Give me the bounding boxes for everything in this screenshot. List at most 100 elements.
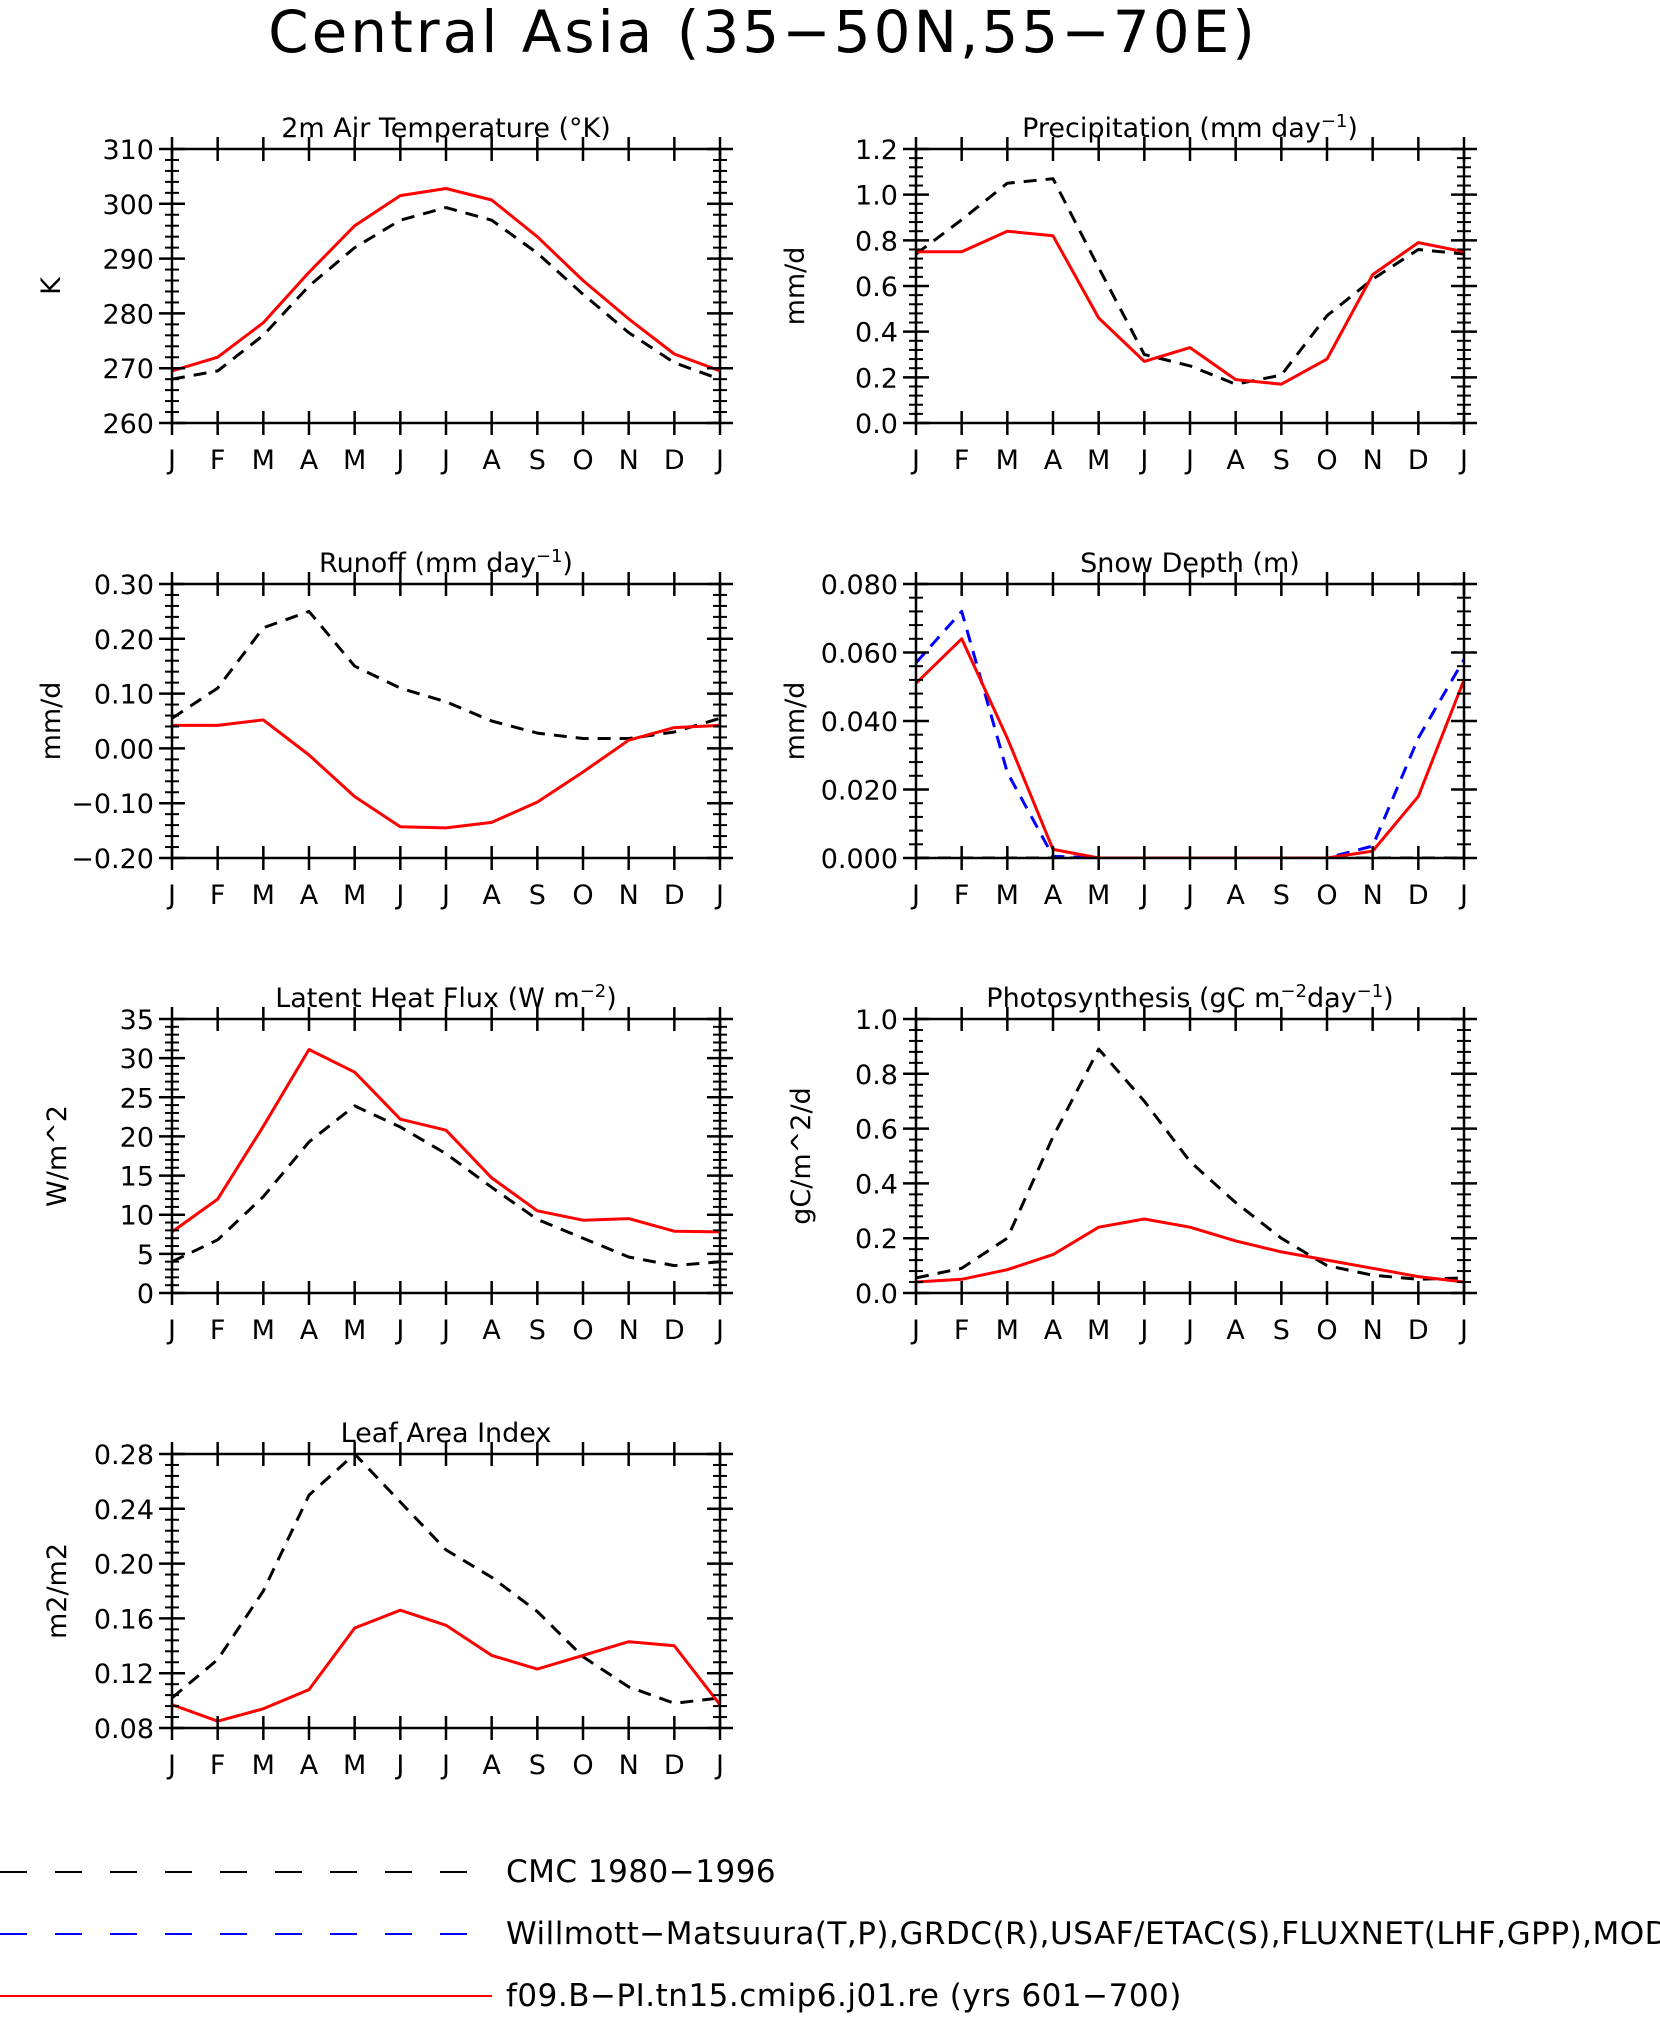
y-tick-label: 10 xyxy=(120,1201,154,1232)
x-tick-label: S xyxy=(1273,1315,1290,1346)
legend-label-model: f09.B−PI.tn15.cmip6.j01.re (yrs 601−700) xyxy=(506,1978,1182,2014)
x-tick-label: D xyxy=(664,880,685,911)
y-tick-label: 280 xyxy=(102,299,154,330)
y-axis-label: K xyxy=(36,276,67,295)
y-tick-label: 0.0 xyxy=(855,1279,898,1310)
series-line-model xyxy=(172,187,720,373)
x-tick-label: S xyxy=(529,1315,546,1346)
y-tick-label: 0.28 xyxy=(94,1440,154,1471)
x-tick-label: S xyxy=(529,1750,546,1781)
x-tick-label: M xyxy=(252,445,275,476)
y-tick-label: 30 xyxy=(120,1044,154,1075)
x-tick-label: A xyxy=(1226,1315,1245,1346)
series-lines xyxy=(172,609,720,830)
x-tick-label: N xyxy=(1363,1315,1383,1346)
y-tick-label: 0.08 xyxy=(94,1714,154,1745)
y-tick-label: 0.080 xyxy=(821,570,898,601)
x-tick-label: M xyxy=(1087,880,1110,911)
series-line-cmc xyxy=(172,206,720,381)
x-tick-label: D xyxy=(664,445,685,476)
x-tick-label: F xyxy=(210,445,226,476)
x-tick-label: A xyxy=(300,1750,319,1781)
series-lines xyxy=(916,609,1464,858)
x-tick-label: J xyxy=(1138,1315,1148,1346)
x-tick-label: J xyxy=(714,445,724,476)
y-axis-label: m2/m2 xyxy=(42,1543,73,1639)
y-tick-label: 0 xyxy=(137,1279,154,1310)
plot-frame xyxy=(170,147,722,425)
x-tick-label: A xyxy=(1044,880,1063,911)
y-tick-label: 0.6 xyxy=(855,272,898,303)
y-tick-label: 0.4 xyxy=(855,1169,898,1200)
y-tick-label: 0.020 xyxy=(821,776,898,807)
y-tick-label: −0.20 xyxy=(71,844,154,875)
x-tick-label: J xyxy=(394,880,404,911)
x-tick-label: S xyxy=(1273,445,1290,476)
x-tick-label: D xyxy=(1408,445,1429,476)
legend-label-cmc: CMC 1980−1996 xyxy=(506,1854,776,1890)
x-tick-label: M xyxy=(1087,445,1110,476)
y-axis-label: gC/m^2/d xyxy=(786,1087,817,1224)
y-tick-label: 35 xyxy=(120,1005,154,1036)
y-tick-label: 0.00 xyxy=(94,734,154,765)
x-tick-label: N xyxy=(619,445,639,476)
x-tick-label: J xyxy=(166,1315,176,1346)
y-tick-label: 0.16 xyxy=(94,1604,154,1635)
x-tick-label: O xyxy=(1316,445,1337,476)
panel-2: Precipitation (mm day−1) mm/d 0.0 0.2 0.4 0.6… xyxy=(780,111,1477,476)
x-tick-label: F xyxy=(210,1750,226,1781)
legend-label-obs: Willmott−Matsuura(T,P),GRDC(R),USAF/ETAC… xyxy=(506,1916,1660,1952)
x-tick-label: F xyxy=(954,445,970,476)
x-tick-label: J xyxy=(910,1315,920,1346)
y-tick-label: 1.2 xyxy=(855,135,898,166)
panel-title: Precipitation (mm day−1) xyxy=(1022,111,1358,145)
series-line-model xyxy=(916,1217,1464,1284)
panel-5: Latent Heat Flux (W m−2) W/m^2 0 5 10 15 20 25 3… xyxy=(42,981,733,1346)
x-tick-label: M xyxy=(996,880,1019,911)
y-tick-label: 25 xyxy=(120,1083,154,1114)
y-tick-label: 0.8 xyxy=(855,226,898,257)
x-tick-label: F xyxy=(954,1315,970,1346)
x-tick-label: J xyxy=(440,880,450,911)
y-tick-label: −0.10 xyxy=(71,789,154,820)
y-tick-label: 0.0 xyxy=(855,409,898,440)
x-tick-label: O xyxy=(572,1315,593,1346)
title-text: ) xyxy=(1383,983,1394,1014)
series-line-obs xyxy=(916,609,1464,858)
y-tick-label: 0.24 xyxy=(94,1495,154,1526)
series-line-model xyxy=(172,1048,720,1234)
x-tick-label: N xyxy=(1363,880,1383,911)
y-axis-label: mm/d xyxy=(780,247,811,326)
panel-4: Snow Depth (m)mm/d0.0000.0200.0400.0600.… xyxy=(780,548,1477,911)
panel-6: Photosynthesis (gC m−2day−1) gC/m^2/d 0.0 0… xyxy=(786,981,1477,1346)
panel-1: 2m Air Temperature (°K)K2602702802903003… xyxy=(36,113,733,476)
x-tick-label: M xyxy=(343,1750,366,1781)
series-line-model xyxy=(172,718,720,830)
title-text: Photosynthesis (gC m xyxy=(986,983,1280,1014)
x-tick-label: J xyxy=(440,1750,450,1781)
x-tick-label: S xyxy=(1273,880,1290,911)
x-tick-label: F xyxy=(210,880,226,911)
x-tick-label: J xyxy=(1184,445,1194,476)
x-tick-label: J xyxy=(1184,880,1194,911)
x-tick-label: A xyxy=(1226,880,1245,911)
title-superscript: −1 xyxy=(536,546,563,567)
y-tick-label: 0.040 xyxy=(821,707,898,738)
x-tick-label: O xyxy=(572,880,593,911)
x-tick-label: M xyxy=(996,445,1019,476)
x-tick-label: N xyxy=(619,1750,639,1781)
series-line-cmc xyxy=(172,1454,720,1705)
x-tick-label: F xyxy=(210,1315,226,1346)
plot-frame xyxy=(914,147,1466,425)
x-tick-label: D xyxy=(1408,880,1429,911)
y-tick-label: 0.2 xyxy=(855,1224,898,1255)
x-tick-label: S xyxy=(529,445,546,476)
y-tick-label: 290 xyxy=(102,245,154,276)
x-tick-label: A xyxy=(482,1750,501,1781)
x-tick-label: J xyxy=(1458,1315,1468,1346)
x-tick-label: J xyxy=(166,445,176,476)
x-tick-label: J xyxy=(440,1315,450,1346)
plot-frame xyxy=(170,1017,722,1295)
series-lines xyxy=(172,1454,720,1723)
